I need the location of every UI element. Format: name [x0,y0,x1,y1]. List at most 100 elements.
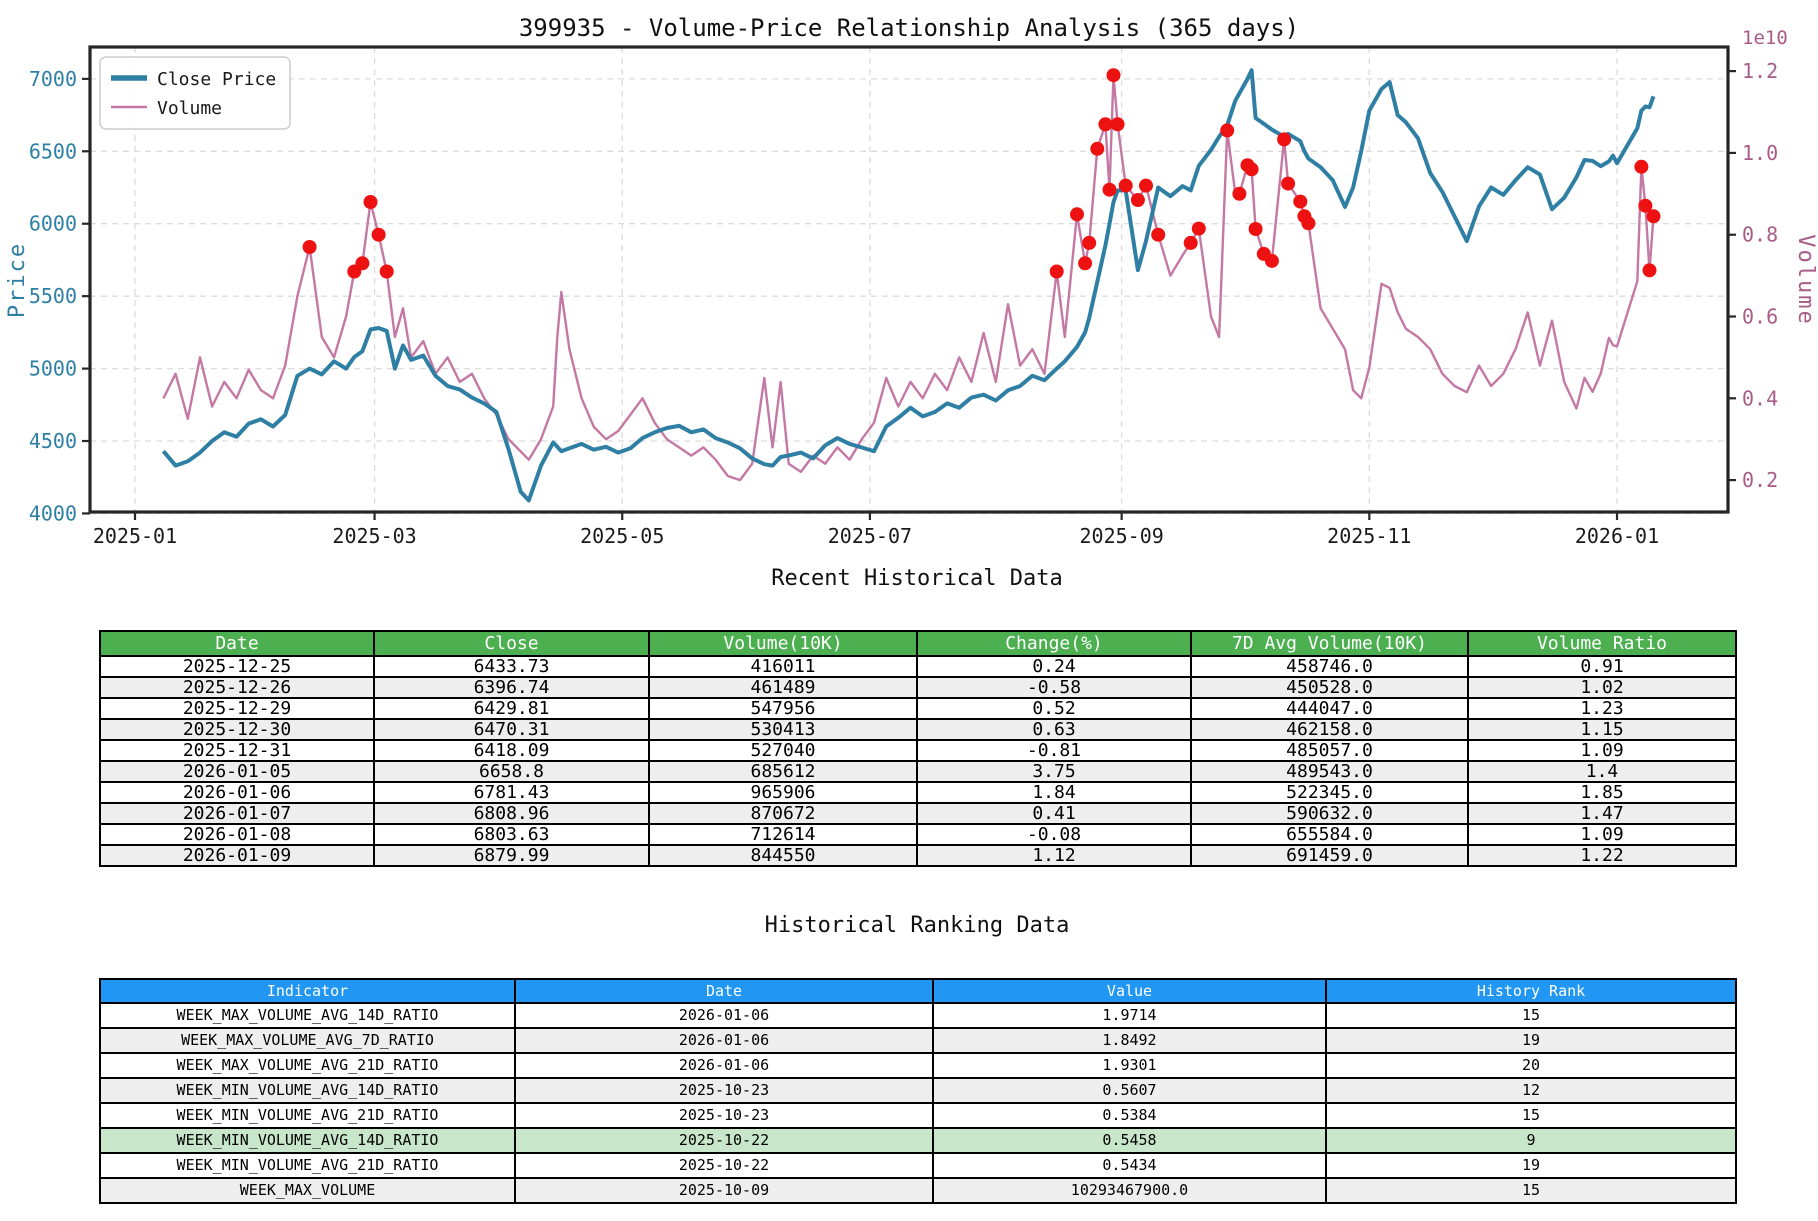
table-cell: 6396.74 [373,676,650,699]
volume-line [162,73,1655,482]
high-volume-marker-dot [1191,221,1206,236]
high-volume-marker-dot [355,256,370,271]
table-cell: 1.09 [1467,823,1737,846]
header-row: Indicator Date Value History Rank [99,978,1737,1004]
table-row: 2026-01-08 6803.63 712614 -0.08 655584.0 1.09 [99,823,1737,846]
table-cell: 2025-10-22 [514,1152,934,1179]
table-cell: 12 [1325,1077,1737,1104]
table-cell: -0.08 [916,823,1192,846]
table-cell: 1.23 [1467,697,1737,720]
table-cell: 2025-12-29 [99,697,375,720]
x-tick-label: 2026-01 [1575,524,1659,548]
y-right-tick-label: 1.2 [1742,59,1778,83]
x-tick-label: 2025-01 [93,524,177,548]
table-row: WEEK_MAX_VOLUME_AVG_7D_RATIO 2026-01-06 1.… [99,1027,1737,1054]
high-volume-marker-dot [371,227,386,242]
table-cell: 2026-01-07 [99,802,375,825]
table-cell: 6879.99 [373,844,650,867]
table-cell: 1.84 [916,781,1192,804]
table-cell: 6418.09 [373,739,650,762]
high-volume-marker-dot [1118,178,1133,193]
table-cell: 15 [1325,1002,1737,1029]
column-header: Close [373,630,650,657]
column-header: Date [99,630,375,657]
table-row: WEEK_MIN_VOLUME_AVG_21D_RATIO 2025-10-22 0… [99,1152,1737,1179]
y-right-tick-label: 0.8 [1742,223,1778,247]
table-cell: 462158.0 [1190,718,1469,741]
table-cell: 1.15 [1467,718,1737,741]
high-volume-marker-dot [1220,123,1235,138]
table-row: 2026-01-05 6658.8 685612 3.75 489543.0 1.4 [99,760,1737,783]
legend-box [99,56,291,130]
table-cell: 10293467900.0 [932,1177,1327,1204]
recent-data-title: Recent Historical Data [771,566,1063,591]
table-cell: 1.02 [1467,676,1737,699]
table-cell: 15 [1325,1177,1737,1204]
table-cell: 522345.0 [1190,781,1469,804]
recent-data-table: Date Close Volume(10K) Change(%) 7D Avg Volu… [99,630,1737,867]
high-volume-marker-dot [1183,235,1198,250]
table-cell: 2025-10-23 [514,1077,934,1104]
table-cell: 450528.0 [1190,676,1469,699]
high-volume-marker-dot [1098,117,1113,132]
high-volume-marker-dot [302,240,317,254]
high-volume-marker-dot [1090,141,1105,156]
table-cell: 2025-12-25 [99,655,375,678]
y-left-tick-label: 4000 [29,501,77,525]
high-volume-marker-dot [1110,117,1125,132]
x-tick-label: 2025-03 [332,524,416,548]
table-cell: 1.22 [1467,844,1737,867]
table-cell: 6433.73 [373,655,650,678]
table-cell: -0.58 [916,676,1192,699]
high-volume-marker-dot [1106,68,1121,83]
table-row: WEEK_MAX_VOLUME_AVG_14D_RATIO 2026-01-06 1… [99,1002,1737,1029]
y-left-tick-label: 7000 [29,67,77,91]
table-cell: 489543.0 [1190,760,1469,783]
table-cell: 6781.43 [373,781,650,804]
y-right-tick-label: 0.6 [1742,305,1778,329]
chart-title: 399935 - Volume-Price Relationship Analy… [519,14,1299,42]
y-left-axis-title: Price [5,242,30,318]
table-cell: WEEK_MIN_VOLUME_AVG_14D_RATIO [99,1127,516,1154]
table-row: 2025-12-31 6418.09 527040 -0.81 485057.0 1.09 [99,739,1737,762]
table-cell: 1.9301 [932,1052,1327,1079]
table-cell: 0.41 [916,802,1192,825]
table-cell: 527040 [648,739,918,762]
table-cell: 2026-01-06 [514,1027,934,1054]
table-cell: 1.09 [1467,739,1737,762]
axis-offset-label: 1e10 [1742,27,1788,49]
table-cell: 6658.8 [373,760,650,783]
y-right-tick-label: 1.0 [1742,141,1778,165]
table-cell: 0.91 [1467,655,1737,678]
table-row: WEEK_MIN_VOLUME_AVG_14D_RATIO 2025-10-23 0… [99,1077,1737,1104]
table-cell: 0.24 [916,655,1192,678]
table-cell: -0.81 [916,739,1192,762]
high-volume-marker-dot [1049,264,1064,279]
high-volume-marker-dot [1151,227,1166,242]
table-cell: 0.63 [916,718,1192,741]
high-volume-marker-dot [1139,178,1153,193]
table-cell: 1.8492 [932,1027,1327,1054]
table-row: 2026-01-06 6781.43 965906 1.84 522345.0 1.85 [99,781,1737,804]
table-row: WEEK_MAX_VOLUME_AVG_21D_RATIO 2026-01-06 1… [99,1052,1737,1079]
ranking-data-table: Indicator Date Value History Rank WEEK_MAX_V… [99,978,1737,1204]
table-cell: 15 [1325,1102,1737,1129]
table-row: WEEK_MIN_VOLUME_AVG_21D_RATIO 2025-10-23 0… [99,1102,1737,1129]
table-cell: 3.75 [916,760,1192,783]
table-cell: 2025-12-26 [99,676,375,699]
legend: Close Price Volume [99,56,291,130]
column-header: Volume(10K) [648,630,918,657]
table-cell: 0.52 [916,697,1192,720]
table-cell: 458746.0 [1190,655,1469,678]
high-volume-marker-dot [1638,198,1653,213]
table-cell: 547956 [648,697,918,720]
table-cell: 416011 [648,655,918,678]
table-row-highlighted: WEEK_MIN_VOLUME_AVG_14D_RATIO 2025-10-22 0… [99,1127,1737,1154]
x-tick-label: 2025-05 [580,524,664,548]
column-header: Date [514,978,934,1004]
table-cell: 19 [1325,1152,1737,1179]
column-header: Value [932,978,1327,1004]
high-volume-marker-dot [1646,209,1661,224]
table-cell: 19 [1325,1027,1737,1054]
table-cell: WEEK_MAX_VOLUME_AVG_21D_RATIO [99,1052,516,1079]
